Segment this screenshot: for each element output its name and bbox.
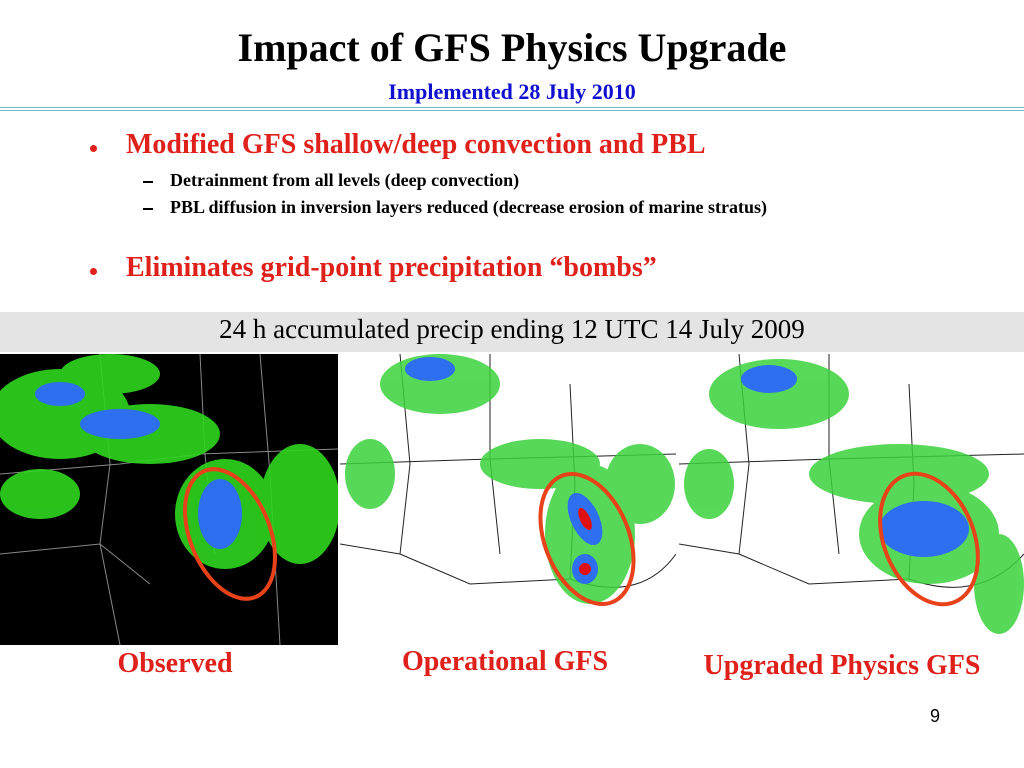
bullet	[90, 268, 97, 275]
page-number: 9	[929, 706, 940, 726]
panel-label: Operational GFS	[401, 646, 609, 677]
bullet	[90, 145, 97, 152]
rule	[0, 107, 1024, 108]
observed-map	[0, 354, 338, 645]
caption: 24 h accumulated precip ending 12 UTC 14…	[219, 314, 805, 344]
bullet-text: Modified GFS shallow/deep convection and…	[126, 129, 706, 160]
panel-label: Upgraded Physics GFS	[703, 650, 981, 681]
sub-bullet: Detrainment from all levels (deep convec…	[170, 170, 520, 190]
subtitle: Implemented 28 July 2010	[388, 79, 636, 104]
dash	[143, 208, 153, 210]
caption-band	[0, 312, 1024, 352]
rule	[0, 110, 1024, 111]
dash	[143, 181, 153, 183]
panel-label: Observed	[117, 648, 233, 679]
sub-bullet: PBL diffusion in inversion layers reduce…	[170, 197, 767, 217]
title: Impact of GFS Physics Upgrade	[237, 25, 787, 70]
bullet-text: Eliminates grid-point precipitation “bom…	[126, 252, 657, 283]
upgraded-map	[679, 354, 1024, 641]
operational-map	[340, 354, 676, 641]
